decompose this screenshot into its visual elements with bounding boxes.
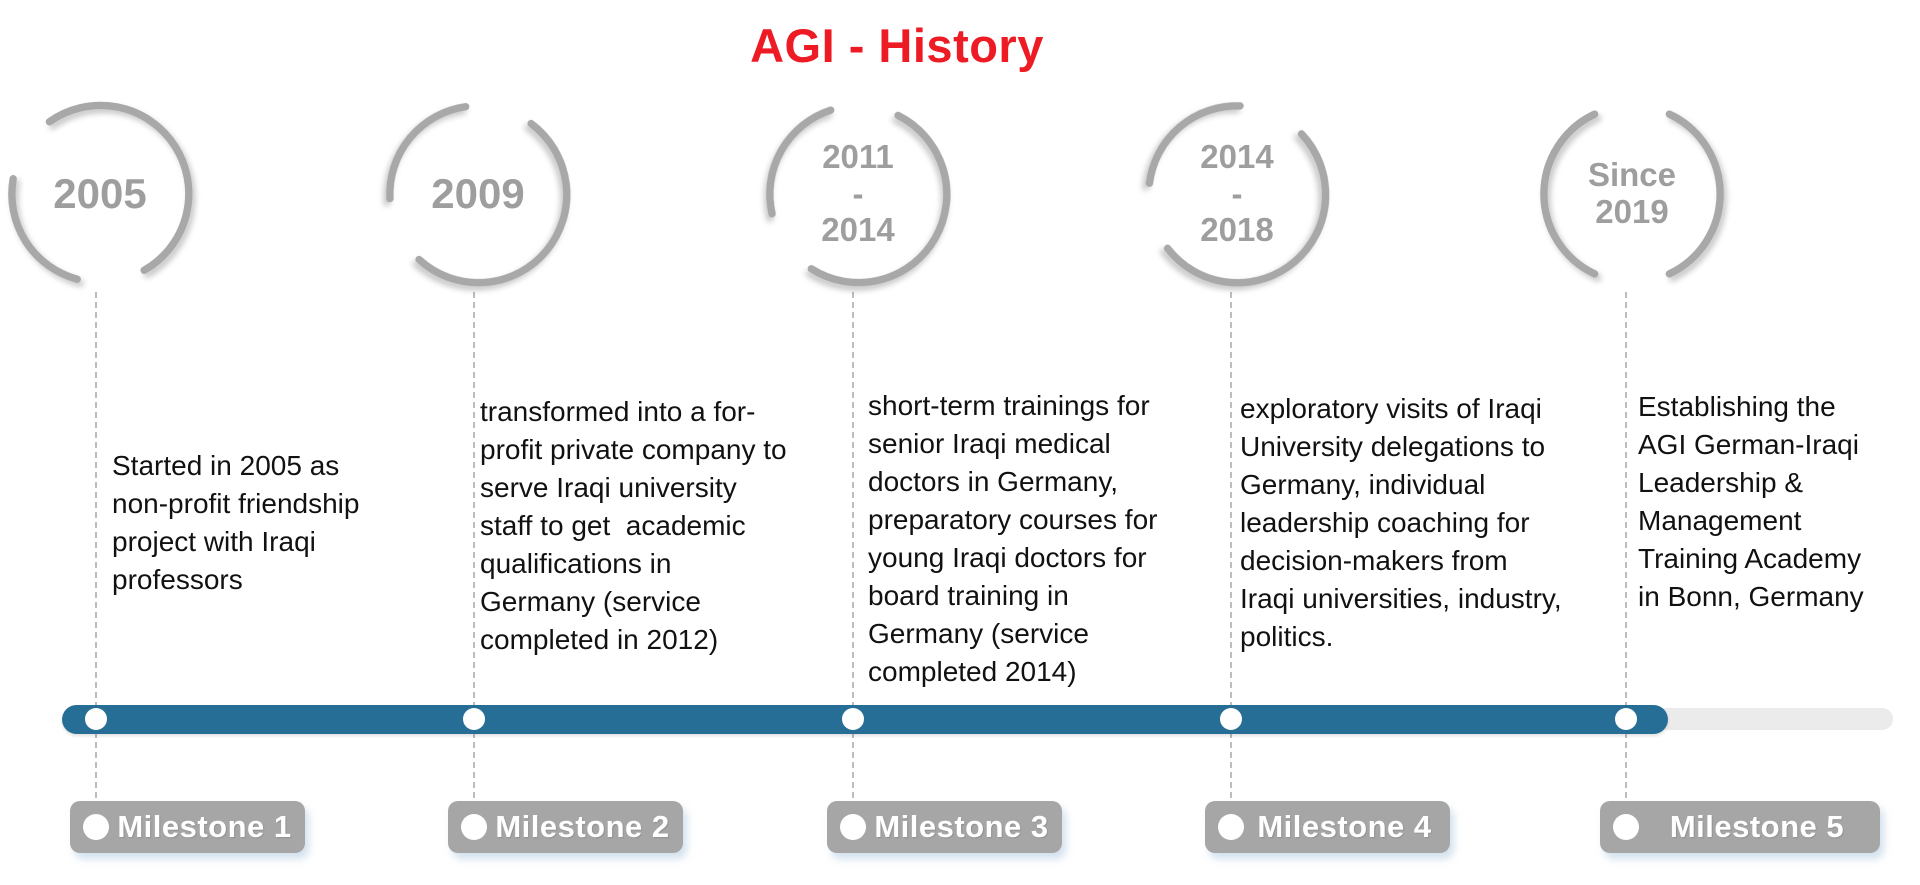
milestone-label-text: Milestone 3 [874, 809, 1049, 844]
timeline-node-dot-icon [1220, 708, 1242, 730]
year-circle: 2005 [2, 96, 198, 292]
milestone-label: Milestone 4 [1205, 801, 1450, 853]
year-ring-icon [766, 106, 951, 287]
milestone-label: Milestone 2 [448, 801, 683, 853]
milestone-label-text: Milestone 5 [1669, 809, 1845, 844]
page-title: AGI - History [750, 19, 1044, 72]
connector-dashed-line [473, 292, 475, 828]
timeline-node-dot-icon [1615, 708, 1637, 730]
label-bullet-icon [840, 814, 866, 840]
milestone-label: Milestone 1 [70, 801, 305, 853]
label-bullet-icon [461, 814, 487, 840]
milestone-label-text: Milestone 2 [495, 809, 670, 844]
milestone-year: 2014 - 2018 [1200, 137, 1274, 249]
milestone-year: 2005 [53, 170, 147, 217]
timeline-node-dot-icon [842, 708, 864, 730]
milestone-description: Establishing the AGI German-Iraqi Leader… [1638, 391, 1864, 612]
milestone-description: transformed into a for- profit private c… [480, 396, 787, 655]
milestone-label-text: Milestone 1 [117, 809, 292, 844]
milestone-label: Milestone 3 [827, 801, 1062, 853]
year-ring-icon [1145, 102, 1330, 287]
label-bullet-icon [83, 814, 109, 840]
connector-dashed-line [1625, 292, 1627, 828]
year-circle: 2011 - 2014 [760, 96, 956, 292]
label-bullet-icon [1218, 814, 1244, 840]
connector-dashed-line [1230, 292, 1232, 828]
timeline-bar [62, 705, 1668, 734]
timeline-track-remaining [1620, 708, 1893, 730]
milestone-description: Started in 2005 as non-profit friendship… [112, 450, 360, 595]
milestone-year: 2009 [431, 170, 525, 217]
year-circle: Since 2019 [1534, 96, 1730, 292]
milestone-description: short-term trainings for senior Iraqi me… [868, 390, 1158, 687]
timeline-node-dot-icon [85, 708, 107, 730]
label-bullet-icon [1613, 814, 1639, 840]
connector-dashed-line [95, 292, 97, 828]
milestone-year: 2011 - 2014 [821, 137, 895, 249]
milestone-label-text: Milestone 4 [1257, 809, 1432, 844]
year-ring-icon [1540, 110, 1724, 278]
milestone-year: Since 2019 [1587, 156, 1677, 230]
connector-dashed-line [852, 292, 854, 828]
milestone-label: Milestone 5 [1600, 801, 1880, 853]
year-ring-icon [386, 103, 571, 287]
year-circle: 2014 - 2018 [1139, 96, 1335, 292]
year-circle: 2009 [380, 96, 576, 292]
year-ring-icon [8, 101, 193, 283]
milestone-description: exploratory visits of Iraqi University d… [1240, 393, 1562, 652]
timeline-node-dot-icon [463, 708, 485, 730]
